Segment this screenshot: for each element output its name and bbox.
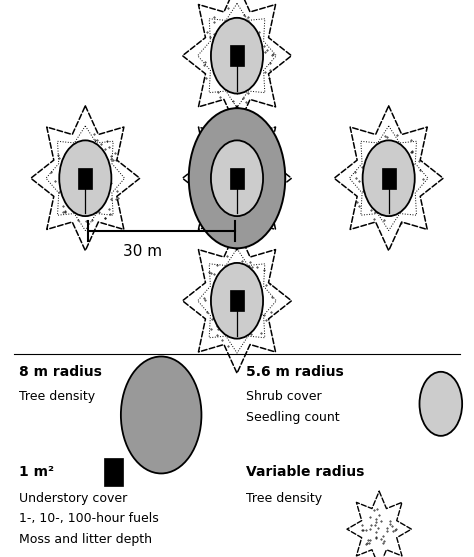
Ellipse shape: [211, 140, 263, 216]
Ellipse shape: [363, 140, 415, 216]
Text: 8 m radius: 8 m radius: [19, 365, 102, 379]
Ellipse shape: [419, 372, 462, 436]
Text: 30 m: 30 m: [123, 244, 162, 259]
Bar: [230, 168, 244, 189]
Bar: [104, 458, 123, 486]
Text: Shrub cover: Shrub cover: [246, 390, 322, 403]
Ellipse shape: [59, 140, 111, 216]
Text: Variable radius: Variable radius: [246, 465, 365, 479]
Ellipse shape: [211, 263, 263, 339]
Bar: [230, 290, 244, 311]
Text: Tree density: Tree density: [246, 492, 323, 505]
Ellipse shape: [121, 356, 201, 473]
Text: 1 m²: 1 m²: [19, 465, 54, 479]
Ellipse shape: [189, 108, 285, 248]
Bar: [230, 45, 244, 66]
Ellipse shape: [211, 18, 263, 94]
Text: 5.6 m radius: 5.6 m radius: [246, 365, 344, 379]
Text: Moss and litter depth: Moss and litter depth: [19, 533, 152, 546]
Text: 1-, 10-, 100-hour fuels: 1-, 10-, 100-hour fuels: [19, 512, 159, 525]
Text: Tree density: Tree density: [19, 390, 95, 403]
Text: Understory cover: Understory cover: [19, 492, 127, 505]
Text: Seedling count: Seedling count: [246, 411, 340, 423]
Bar: [78, 168, 92, 189]
Bar: [382, 168, 396, 189]
